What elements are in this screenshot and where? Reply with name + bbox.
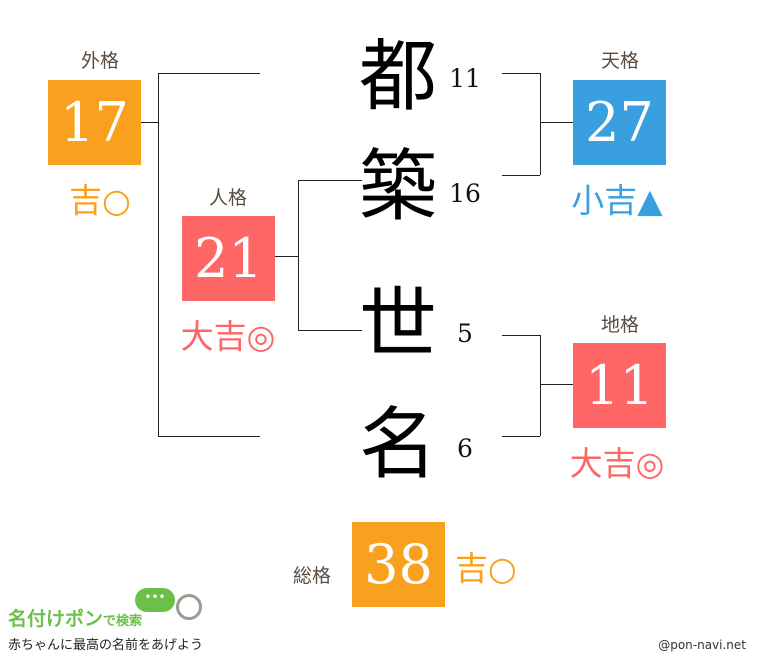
jinkaku-box: 21 [182,216,275,301]
bracket-line [540,122,573,123]
gaikaku-fortune: 吉○ [69,181,131,220]
chikaku-fortune: 大吉◎ [569,444,665,483]
bracket-line [540,384,573,385]
soukaku-box: 38 [352,522,445,607]
bracket-line [298,180,299,330]
bracket-line [158,436,260,437]
logo[interactable]: 名付けポンで検索 ••• 赤ちゃんに最高の名前をあげよう [8,588,218,658]
bracket-line [298,330,362,331]
stroke-count: 16 [449,179,481,208]
bracket-line [158,73,159,436]
jinkaku-label: 人格 [208,187,247,209]
gaikaku-box: 17 [48,80,141,165]
bracket-line [298,180,362,181]
name-char: 世 [358,280,437,370]
logo-tagline: 赤ちゃんに最高の名前をあげよう [8,638,204,653]
chikaku-label: 地格 [600,314,639,336]
gaikaku-label: 外格 [80,50,119,72]
bracket-line [502,73,540,74]
bracket-line [158,73,260,74]
bracket-line [540,335,541,436]
chikaku-box: 11 [573,343,666,428]
stroke-count: 11 [449,64,481,93]
bracket-line [502,335,540,336]
bracket-line [502,436,540,437]
soukaku-label: 総格 [292,565,331,587]
bracket-line [540,73,541,175]
name-char: 名 [358,400,437,490]
name-char: 築 [358,142,437,232]
stroke-count: 6 [457,434,473,463]
stroke-count: 5 [457,319,473,348]
name-char: 都 [358,32,437,122]
tenkaku-fortune: 小吉▲ [571,181,663,220]
tenkaku-box: 27 [573,80,666,165]
baby-face-icon [176,594,202,620]
bracket-line [141,122,158,123]
bracket-line [502,175,540,176]
tenkaku-label: 天格 [600,50,639,72]
speech-bubble-icon: ••• [135,588,175,612]
soukaku-fortune: 吉○ [455,549,517,588]
logo-title: 名付けポンで検索 [8,608,143,630]
jinkaku-fortune: 大吉◎ [180,317,276,356]
credit: @pon-navi.net [658,638,746,652]
bracket-line [275,256,298,257]
